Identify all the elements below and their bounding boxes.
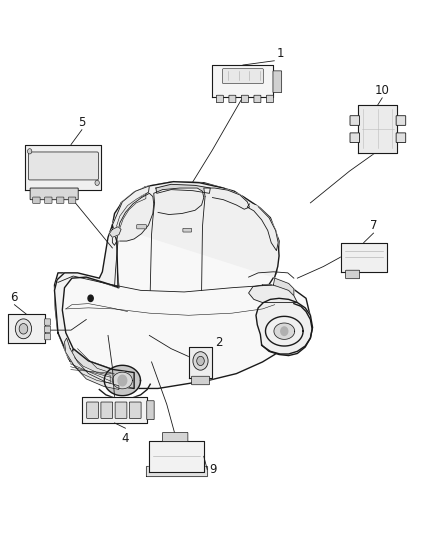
- FancyBboxPatch shape: [33, 197, 40, 204]
- Polygon shape: [113, 186, 149, 245]
- FancyBboxPatch shape: [28, 152, 99, 180]
- FancyBboxPatch shape: [45, 197, 52, 204]
- Circle shape: [197, 357, 204, 366]
- Text: 5: 5: [78, 116, 85, 128]
- Polygon shape: [146, 466, 207, 476]
- FancyBboxPatch shape: [183, 228, 191, 232]
- FancyBboxPatch shape: [101, 402, 113, 418]
- Polygon shape: [110, 227, 121, 237]
- Text: 7: 7: [370, 219, 377, 232]
- FancyBboxPatch shape: [87, 402, 99, 418]
- FancyBboxPatch shape: [45, 334, 50, 340]
- FancyBboxPatch shape: [57, 197, 64, 204]
- Circle shape: [15, 319, 32, 338]
- FancyBboxPatch shape: [45, 319, 50, 325]
- Polygon shape: [54, 225, 134, 389]
- Polygon shape: [341, 243, 387, 272]
- FancyBboxPatch shape: [162, 432, 188, 441]
- FancyBboxPatch shape: [350, 116, 360, 125]
- FancyBboxPatch shape: [350, 133, 360, 142]
- Polygon shape: [274, 323, 295, 340]
- FancyBboxPatch shape: [45, 326, 50, 333]
- Text: 6: 6: [10, 290, 18, 304]
- FancyBboxPatch shape: [241, 95, 248, 103]
- Polygon shape: [25, 144, 102, 190]
- FancyBboxPatch shape: [115, 402, 127, 418]
- Polygon shape: [8, 314, 45, 343]
- Text: 2: 2: [215, 336, 222, 349]
- Polygon shape: [64, 338, 119, 390]
- Polygon shape: [358, 105, 397, 152]
- Polygon shape: [249, 285, 297, 303]
- FancyBboxPatch shape: [273, 71, 282, 93]
- Polygon shape: [54, 182, 311, 389]
- Circle shape: [28, 149, 32, 154]
- Polygon shape: [188, 347, 212, 378]
- Polygon shape: [113, 372, 132, 389]
- FancyBboxPatch shape: [137, 224, 146, 229]
- Text: 1: 1: [276, 47, 284, 60]
- Polygon shape: [118, 193, 154, 241]
- Polygon shape: [256, 298, 313, 356]
- Polygon shape: [116, 195, 146, 228]
- FancyBboxPatch shape: [129, 402, 141, 418]
- Polygon shape: [204, 188, 250, 209]
- Polygon shape: [212, 65, 273, 97]
- Circle shape: [88, 295, 93, 302]
- FancyBboxPatch shape: [346, 270, 360, 279]
- Circle shape: [95, 180, 99, 185]
- FancyBboxPatch shape: [68, 197, 76, 204]
- FancyBboxPatch shape: [191, 376, 209, 385]
- Text: 4: 4: [122, 432, 129, 446]
- Circle shape: [118, 375, 127, 386]
- FancyBboxPatch shape: [254, 95, 261, 103]
- FancyBboxPatch shape: [147, 401, 154, 419]
- FancyBboxPatch shape: [216, 95, 223, 103]
- FancyBboxPatch shape: [396, 116, 406, 125]
- Circle shape: [281, 327, 288, 335]
- FancyBboxPatch shape: [30, 188, 78, 200]
- Polygon shape: [273, 278, 294, 296]
- FancyBboxPatch shape: [266, 95, 273, 103]
- Polygon shape: [70, 349, 134, 389]
- FancyBboxPatch shape: [229, 95, 236, 103]
- Polygon shape: [149, 441, 204, 472]
- Circle shape: [19, 324, 28, 334]
- Polygon shape: [156, 184, 210, 193]
- Polygon shape: [82, 398, 147, 423]
- Circle shape: [193, 352, 208, 370]
- Polygon shape: [247, 204, 278, 251]
- Polygon shape: [265, 317, 303, 346]
- Text: 10: 10: [375, 84, 390, 97]
- FancyBboxPatch shape: [396, 133, 406, 142]
- FancyBboxPatch shape: [223, 69, 263, 84]
- Text: 9: 9: [209, 463, 217, 476]
- Polygon shape: [104, 365, 141, 395]
- Polygon shape: [113, 182, 279, 277]
- Polygon shape: [154, 188, 204, 215]
- Polygon shape: [72, 358, 110, 383]
